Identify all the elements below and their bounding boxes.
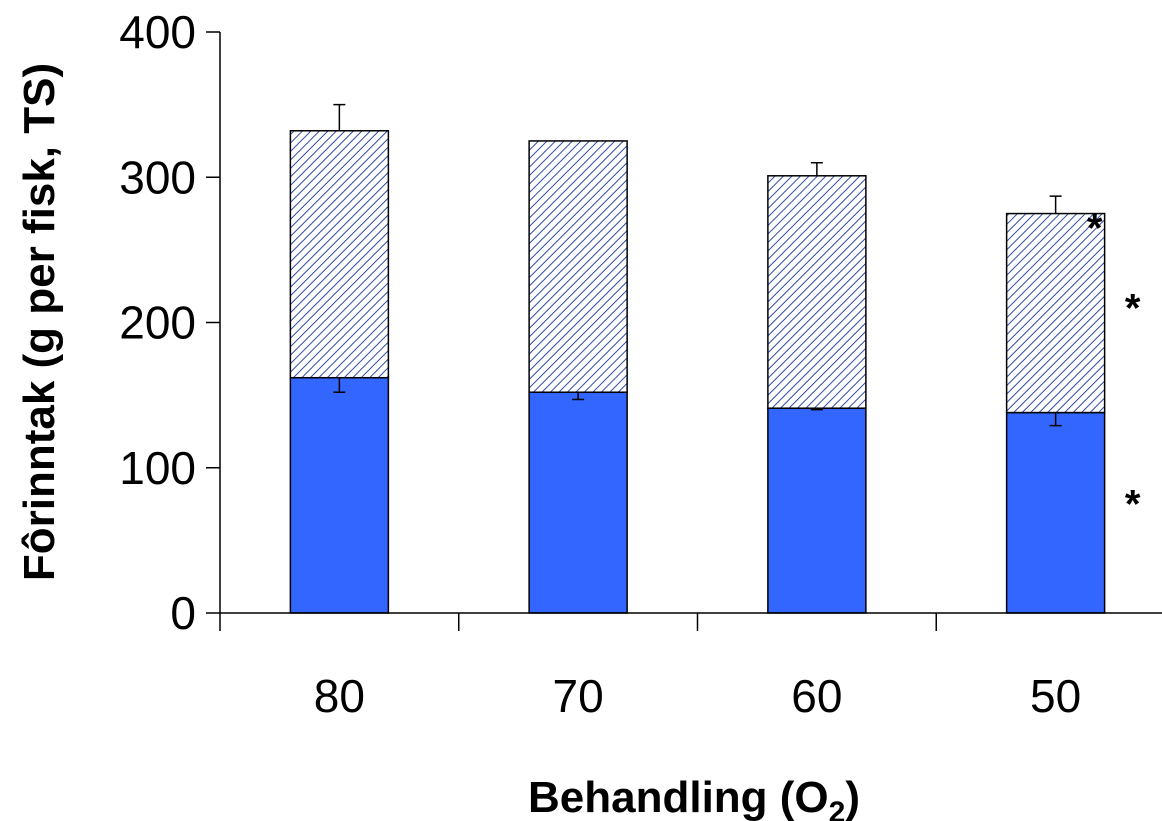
y-tick-label: 400 (119, 6, 196, 58)
x-tick-label: 50 (1030, 670, 1081, 722)
x-axis-title-main: Behandling (O (528, 773, 829, 821)
axes-layer (206, 31, 1162, 631)
y-tick-label: 100 (119, 442, 196, 494)
x-axis-title-close: ) (845, 773, 860, 821)
labels-layer: 0 100 200 300 400 80 70 60 50 * * * (119, 6, 1141, 722)
x-axis-title-subscript: 2 (829, 796, 846, 821)
y-axis-title: Fôrinntak (g per fisk, TS) (15, 63, 64, 581)
y-tick-label: 200 (119, 297, 196, 349)
bar-70-series-2 (528, 140, 628, 393)
significance-star: * (1125, 286, 1141, 330)
x-tick-label: 70 (553, 670, 604, 722)
bar-80-series-2 (289, 130, 390, 379)
significance-star: * (1125, 483, 1141, 527)
x-tick-label: 80 (314, 670, 365, 722)
y-tick-label: 0 (170, 587, 196, 639)
significance-star: * (1087, 207, 1103, 251)
bar-60-series-1 (767, 407, 867, 614)
bar-80-series-1 (289, 376, 390, 614)
bars-layer (289, 103, 1106, 614)
bar-50-series-1 (1005, 411, 1106, 614)
bar-60-series-2 (767, 175, 867, 409)
x-axis-title: Behandling (O2) (528, 773, 860, 821)
bar-50-series-2 (1005, 212, 1106, 414)
y-tick-label: 300 (119, 151, 196, 203)
bar-70-series-1 (528, 391, 628, 614)
x-tick-label: 60 (791, 670, 842, 722)
